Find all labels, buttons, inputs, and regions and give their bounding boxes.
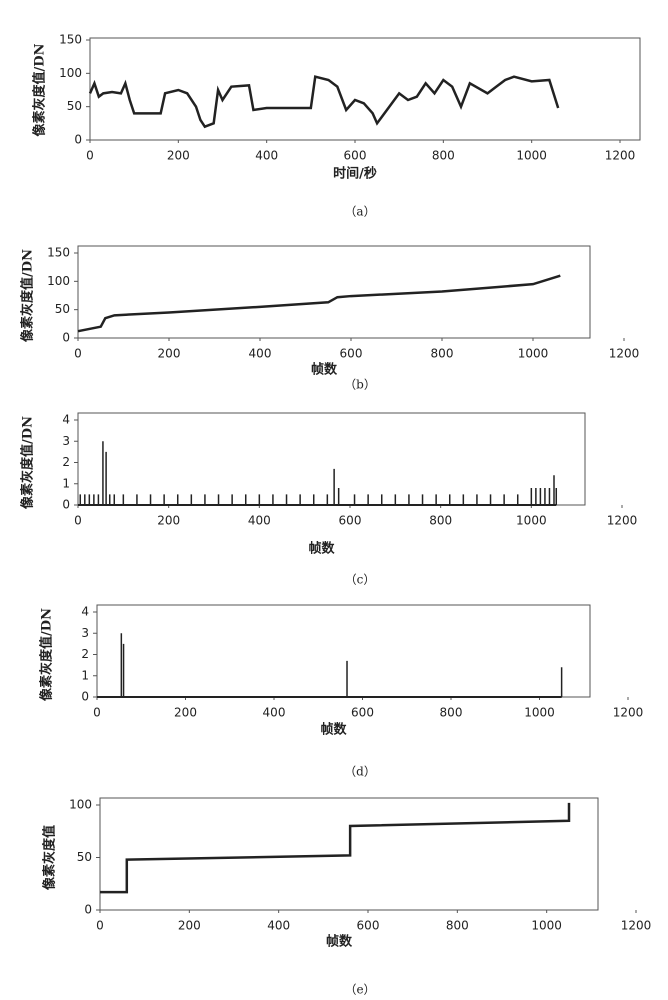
- y-tick-label: 3: [62, 434, 70, 448]
- x-tick-label: 0: [96, 919, 104, 933]
- x-axis-label: 时间/秒: [333, 166, 377, 182]
- x-axis-label: 帧数: [308, 541, 335, 557]
- x-tick-label: 800: [431, 347, 454, 361]
- data-line: [77, 274, 561, 333]
- y-tick-label: 100: [47, 274, 70, 288]
- x-tick-label: 400: [263, 706, 286, 720]
- y-tick-label: 1: [81, 668, 89, 682]
- x-tick-label: 1000: [524, 706, 555, 720]
- y-tick-label: 50: [55, 302, 70, 316]
- x-tick-label: 600: [340, 347, 363, 361]
- x-tick-label: 1000: [518, 347, 549, 361]
- x-tick-label: 400: [248, 514, 271, 528]
- y-tick-label: 50: [67, 99, 82, 113]
- y-tick-label: 4: [62, 413, 70, 427]
- x-tick-label: 1200: [621, 919, 652, 933]
- y-tick-label: 2: [62, 455, 70, 469]
- x-tick-label: 1200: [605, 149, 636, 163]
- y-tick-label: 3: [81, 626, 89, 640]
- y-tick-label: 100: [69, 798, 92, 812]
- plot-frame: [99, 797, 599, 911]
- x-axis-label: 帧数: [326, 934, 353, 950]
- caption: （c）: [345, 573, 376, 587]
- plot-frame: [89, 37, 641, 141]
- caption: （e）: [344, 983, 375, 997]
- x-axis-label: 帧数: [311, 362, 338, 378]
- x-tick-label: 600: [351, 706, 374, 720]
- y-tick-label: 1: [62, 476, 70, 490]
- y-tick-label: 150: [59, 33, 82, 47]
- y-axis-label: 像素灰度值/DN: [20, 416, 36, 509]
- y-tick-label: 100: [59, 66, 82, 80]
- x-tick-label: 600: [344, 149, 367, 163]
- x-tick-label: 0: [86, 149, 94, 163]
- y-tick-label: 0: [62, 331, 70, 345]
- x-tick-label: 200: [167, 149, 190, 163]
- x-tick-label: 0: [74, 514, 82, 528]
- caption: （b）: [344, 378, 376, 392]
- y-axis-label: 像素灰度值/DN: [20, 249, 36, 342]
- x-tick-label: 800: [440, 706, 463, 720]
- x-tick-label: 1200: [607, 514, 638, 528]
- y-axis-label: 像素灰度值: [42, 825, 58, 890]
- y-tick-label: 0: [84, 903, 92, 917]
- y-axis-label: 像素灰度值/DN: [39, 608, 55, 701]
- x-tick-label: 0: [93, 706, 101, 720]
- x-tick-label: 1200: [613, 706, 644, 720]
- x-tick-label: 0: [74, 347, 82, 361]
- x-tick-label: 200: [158, 347, 181, 361]
- data-line: [88, 75, 560, 129]
- y-axis-label: 像素灰度值/DN: [32, 43, 48, 136]
- x-tick-label: 1000: [516, 514, 547, 528]
- plot-frame: [77, 245, 591, 339]
- x-tick-label: 200: [157, 514, 180, 528]
- x-axis-label: 帧数: [320, 722, 347, 738]
- x-tick-label: 800: [446, 919, 469, 933]
- x-tick-label: 400: [249, 347, 272, 361]
- y-tick-label: 0: [74, 133, 82, 147]
- y-tick-label: 0: [81, 690, 89, 704]
- caption: （d）: [344, 765, 376, 779]
- x-tick-label: 800: [432, 149, 455, 163]
- x-tick-label: 1000: [531, 919, 562, 933]
- x-tick-label: 1200: [609, 347, 640, 361]
- y-tick-label: 150: [47, 246, 70, 260]
- x-tick-label: 400: [255, 149, 278, 163]
- y-tick-label: 0: [62, 498, 70, 512]
- plot-frame: [77, 412, 586, 506]
- x-tick-label: 200: [174, 706, 197, 720]
- y-tick-label: 2: [81, 647, 89, 661]
- plot-frame: [96, 604, 591, 698]
- x-tick-label: 400: [267, 919, 290, 933]
- caption: （a）: [344, 205, 375, 219]
- x-tick-label: 1000: [516, 149, 547, 163]
- x-tick-label: 200: [178, 919, 201, 933]
- x-tick-label: 800: [429, 514, 452, 528]
- x-tick-label: 600: [339, 514, 362, 528]
- data-line: [100, 802, 571, 894]
- y-tick-label: 50: [77, 850, 92, 864]
- x-tick-label: 600: [357, 919, 380, 933]
- y-tick-label: 4: [81, 605, 89, 619]
